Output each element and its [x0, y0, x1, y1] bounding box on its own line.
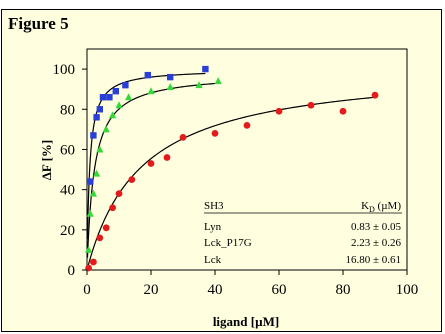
point-lck-3 — [102, 224, 110, 232]
x-tick-label-100: 100 — [396, 282, 419, 298]
point-lck-13 — [307, 101, 315, 109]
figure-title: Figure 5 — [8, 14, 69, 33]
legend-value-lyn: 0.83 ± 0.05 — [351, 221, 402, 233]
y-axis-label: ΔF [%] — [39, 140, 54, 181]
point-lck-p17g-3 — [93, 169, 101, 177]
legend-name-lyn: Lyn — [204, 221, 222, 233]
point-lck-p17g-8 — [125, 93, 133, 101]
point-lck-2 — [96, 234, 104, 242]
point-lck-10 — [211, 129, 219, 137]
point-lck-p17g-6 — [109, 111, 117, 119]
point-lck-15 — [371, 91, 379, 99]
legend-name-lck: Lck — [204, 254, 222, 266]
x-tick-label-0: 0 — [83, 282, 91, 298]
y-tick-label-0: 0 — [68, 263, 76, 279]
point-lck-p17g-9 — [147, 87, 155, 95]
point-lck-p17g-10 — [166, 83, 174, 91]
y-tick-label-60: 60 — [60, 142, 75, 158]
point-lyn-0 — [87, 178, 94, 185]
point-lyn-8 — [144, 71, 151, 79]
point-lck-9 — [179, 134, 187, 141]
point-lyn-3 — [96, 106, 103, 113]
x-tick-label-20: 20 — [144, 282, 159, 298]
x-tick-label-40: 40 — [208, 282, 223, 298]
point-lyn-1 — [90, 132, 97, 139]
x-tick-label-60: 60 — [272, 282, 287, 298]
point-lck-p17g-7 — [115, 101, 123, 109]
point-lck-4 — [109, 204, 116, 212]
y-tick-label-20: 20 — [60, 223, 75, 239]
legend-header-sub: D — [369, 205, 375, 214]
point-lck-6 — [128, 176, 136, 183]
y-tick-label-80: 80 — [60, 102, 75, 118]
point-lyn-10 — [202, 65, 209, 73]
y-tick-label-100: 100 — [53, 62, 76, 78]
point-lck-5 — [115, 190, 123, 198]
x-tick-label-80: 80 — [336, 282, 351, 298]
point-lck-p17g-1 — [86, 209, 94, 217]
point-lck-p17g-11 — [195, 81, 203, 89]
point-lck-12 — [275, 107, 283, 115]
legend-header-unit: (µM) — [375, 200, 402, 212]
legend-value-lck-p17g: 2.23 ± 0.26 — [351, 237, 402, 249]
legend-header-sh3: SH3 — [204, 200, 224, 212]
x-axis-label: ligand [µM] — [213, 314, 279, 329]
fit-curve-lck-p17g — [86, 82, 219, 258]
figure-panel: Figure 5 — [1, 9, 442, 332]
point-lck-p17g-5 — [102, 125, 110, 133]
point-lck-p17g-12 — [214, 77, 222, 85]
fit-curve-lck — [86, 96, 376, 269]
point-lck-7 — [147, 160, 155, 167]
legend-value-lck: 16.80 ± 0.61 — [345, 254, 401, 266]
point-lck-p17g-2 — [89, 189, 97, 197]
point-lyn-6 — [112, 87, 119, 95]
point-lck-11 — [243, 121, 251, 129]
legend-name-lck-p17g: Lck_P17G — [204, 237, 252, 249]
point-lck-p17g-4 — [96, 145, 104, 153]
point-lck-14 — [339, 107, 347, 115]
point-lyn-5 — [106, 94, 113, 101]
legend-header-k: K — [361, 200, 369, 212]
point-lyn-4 — [99, 94, 107, 101]
point-lyn-9 — [167, 73, 174, 81]
point-lyn-2 — [93, 114, 100, 121]
legend-table: SH3 KD (µM) Lyn 0.83 ± 0.05 Lck_P17G 2.2… — [204, 200, 402, 266]
point-lck-1 — [90, 258, 97, 266]
point-lyn-7 — [122, 81, 129, 89]
point-lck-p17g-0 — [85, 245, 93, 253]
y-tick-label-40: 40 — [60, 183, 75, 199]
point-lck-8 — [163, 154, 171, 161]
plot-area — [86, 48, 408, 271]
legend-header-kd: KD (µM) — [361, 200, 401, 214]
